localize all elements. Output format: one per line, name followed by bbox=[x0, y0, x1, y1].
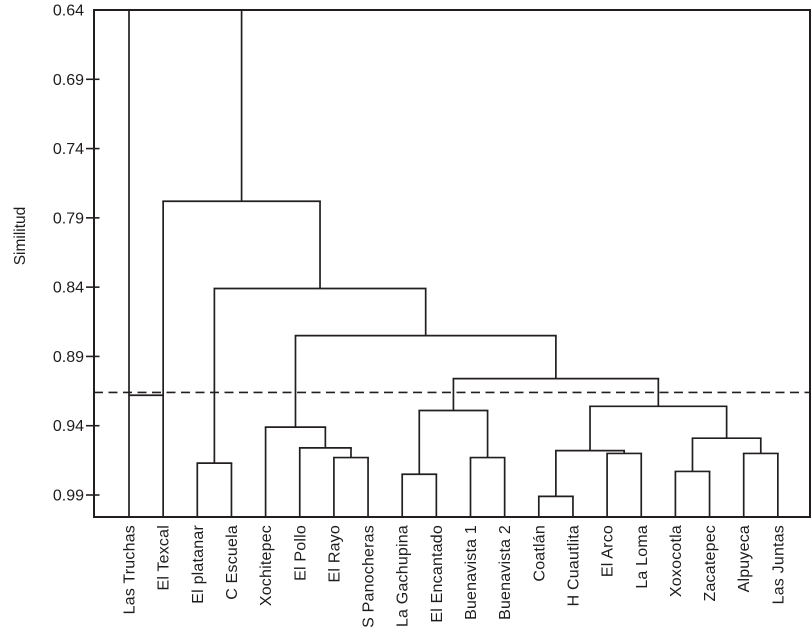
leaf-label: El Arco bbox=[600, 525, 617, 577]
tick-label: 0.74 bbox=[53, 141, 84, 158]
leaf-label: La Loma bbox=[634, 525, 651, 589]
tick-label: 0.94 bbox=[53, 418, 84, 435]
y-axis-ticks: 0.64 0.69 0.74 0.79 0.84 0.89 0.94 0.99 bbox=[53, 3, 100, 504]
plot-frame bbox=[93, 9, 811, 518]
leaf-label: La Gachupina bbox=[395, 525, 412, 627]
leaf-label: Zacatepec bbox=[702, 525, 719, 602]
leaf-label: El Texcal bbox=[156, 525, 173, 591]
tick-label: 0.64 bbox=[53, 3, 84, 20]
tick-label: 0.89 bbox=[53, 349, 84, 366]
leaf-label: H Cuautlita bbox=[565, 525, 582, 606]
dendrogram-tree bbox=[128, 9, 779, 517]
leaf-label: Alpuyeca bbox=[736, 525, 753, 592]
leaf-label: C Escuela bbox=[224, 525, 241, 600]
leaf-label: Coatlán bbox=[531, 525, 548, 582]
leaf-label: Buenavista 2 bbox=[497, 525, 514, 620]
x-axis-labels: Las Truchas El Texcal El platanar C Escuela… bbox=[122, 525, 788, 628]
tick-label: 0.84 bbox=[53, 280, 84, 297]
tick-label: 0.99 bbox=[53, 487, 84, 504]
leaf-label: Xoxocotla bbox=[668, 525, 685, 597]
leaf-label: Buenavista 1 bbox=[463, 525, 480, 620]
leaf-label: Las Truchas bbox=[122, 525, 139, 614]
leaf-label: El platanar bbox=[190, 525, 207, 604]
leaf-label: Las Juntas bbox=[770, 525, 787, 604]
leaf-label: El Encantado bbox=[429, 525, 446, 623]
leaf-label: El Pollo bbox=[292, 525, 309, 581]
leaf-label: Xochitepec bbox=[258, 525, 275, 606]
tick-label: 0.69 bbox=[53, 72, 84, 89]
leaf-label: S Panocheras bbox=[361, 525, 378, 628]
leaf-label: El Rayo bbox=[326, 525, 343, 582]
y-axis-title: Similitud bbox=[12, 207, 29, 266]
tick-label: 0.79 bbox=[53, 210, 84, 227]
